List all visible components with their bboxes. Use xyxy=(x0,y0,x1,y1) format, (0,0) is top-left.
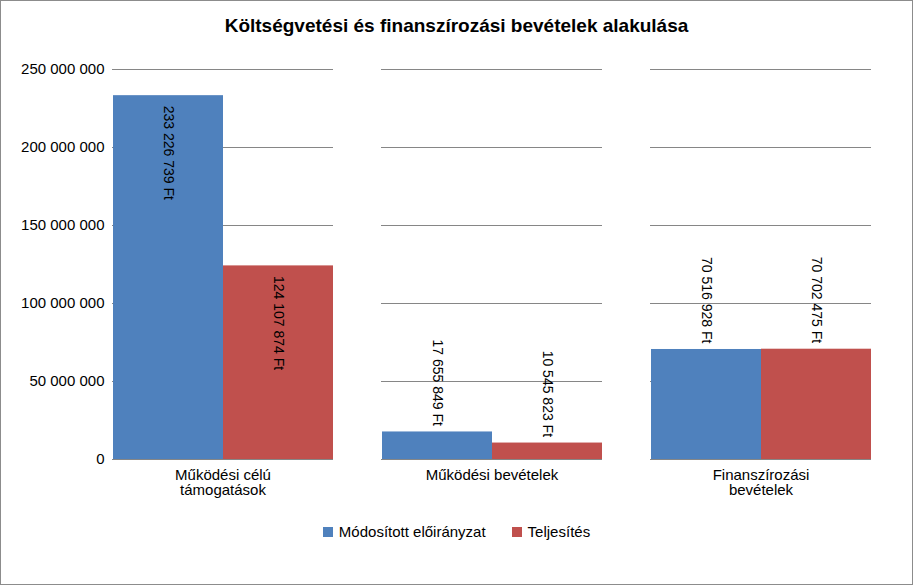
svg-text:Finanszírozásibevételek: Finanszírozásibevételek xyxy=(713,466,810,498)
svg-text:70 702 475 Ft: 70 702 475 Ft xyxy=(809,257,825,344)
svg-text:Működési célútámogatások: Működési célútámogatások xyxy=(175,466,271,498)
svg-text:17 655 849 Ft: 17 655 849 Ft xyxy=(430,340,446,427)
html-text:Teljesítés: Teljesítés xyxy=(527,523,591,540)
svg-text:233 226 739 Ft: 233 226 739 Ft xyxy=(161,106,177,200)
html-text:Módosított előirányzat: Módosított előirányzat xyxy=(338,523,486,540)
svg-text:50 000 000: 50 000 000 xyxy=(29,372,104,389)
html-text:Költségvetési és finanszírozás: Költségvetési és finanszírozási bevétele… xyxy=(224,15,689,36)
svg-text:250 000 000: 250 000 000 xyxy=(21,60,104,77)
svg-text:150 000 000: 150 000 000 xyxy=(21,216,104,233)
svg-text:124 107 874 Ft: 124 107 874 Ft xyxy=(271,276,287,370)
svg-text:Működési bevételek: Működési bevételek xyxy=(426,466,559,483)
svg-text:10 545 823 Ft: 10 545 823 Ft xyxy=(540,351,556,438)
svg-text:70 516 928 Ft: 70 516 928 Ft xyxy=(699,257,715,344)
svg-text:200 000 000: 200 000 000 xyxy=(21,138,104,155)
svg-text:0: 0 xyxy=(96,450,104,467)
svg-text:100 000 000: 100 000 000 xyxy=(21,294,104,311)
